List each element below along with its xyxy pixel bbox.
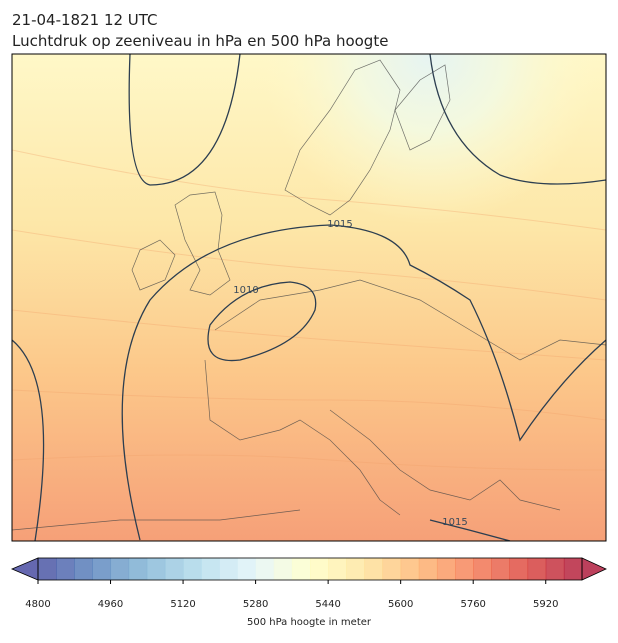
colorbar-swatch <box>527 558 547 580</box>
colorbar-tick-label: 5440 <box>315 599 340 610</box>
colorbar-swatch <box>346 558 365 580</box>
contour-label: 1010 <box>233 285 258 296</box>
colorbar-swatch <box>128 558 148 580</box>
colorbar-swatch <box>563 558 583 580</box>
colorbar-swatch <box>255 558 275 580</box>
title-date: 21-04-1821 12 UTC <box>12 11 158 29</box>
colorbar: 4800 4960 5120 5280 5440 5600 5760 5920 <box>10 557 607 610</box>
colorbar-swatch <box>183 558 202 580</box>
colorbar-swatch <box>491 558 510 580</box>
colorbar-tick-label: 4800 <box>25 599 50 610</box>
title-main: Luchtdruk op zeeniveau in hPa en 500 hPa… <box>12 32 388 50</box>
colorbar-swatch <box>74 558 93 580</box>
colorbar-swatch <box>164 558 184 580</box>
colorbar-swatch <box>473 558 492 580</box>
colorbar-swatch <box>310 558 329 580</box>
colorbar-swatch <box>436 558 456 580</box>
contour-label: 1015 <box>442 517 467 528</box>
colorbar-tick-label: 5600 <box>388 599 413 610</box>
colorbar-tick-label: 5760 <box>460 599 485 610</box>
colorbar-swatch <box>146 558 166 580</box>
colorbar-swatch <box>545 558 565 580</box>
colorbar-swatch <box>328 558 347 580</box>
contour-label: 1015 <box>327 219 352 230</box>
colorbar-tick-label: 4960 <box>98 599 123 610</box>
colorbar-swatch <box>110 558 130 580</box>
colorbar-extend-low <box>10 557 39 581</box>
colorbar-swatch <box>400 558 420 580</box>
colorbar-swatch <box>237 558 257 580</box>
colorbar-extend-high <box>581 557 607 581</box>
colorbar-swatch <box>201 558 220 580</box>
colorbar-tick-label: 5920 <box>533 599 558 610</box>
colorbar-label: 500 hPa hoogte in meter <box>247 617 372 628</box>
colorbar-swatch <box>273 558 293 580</box>
colorbar-swatch <box>291 558 311 580</box>
colorbar-swatch <box>364 558 384 580</box>
colorbar-swatch <box>382 558 402 580</box>
colorbar-tick-label: 5280 <box>243 599 268 610</box>
colorbar-frame <box>37 557 583 581</box>
colorbar-swatch <box>56 558 75 580</box>
colorbar-swatch <box>455 558 474 580</box>
colorbar-swatch <box>509 558 529 580</box>
colorbar-swatch <box>219 558 238 580</box>
map <box>12 54 606 541</box>
colorbar-swatch <box>92 558 112 580</box>
colorbar-swatch <box>418 558 438 580</box>
colorbar-swatch <box>38 558 57 580</box>
map-frame <box>11 53 607 542</box>
colorbar-tick-label: 5120 <box>170 599 195 610</box>
